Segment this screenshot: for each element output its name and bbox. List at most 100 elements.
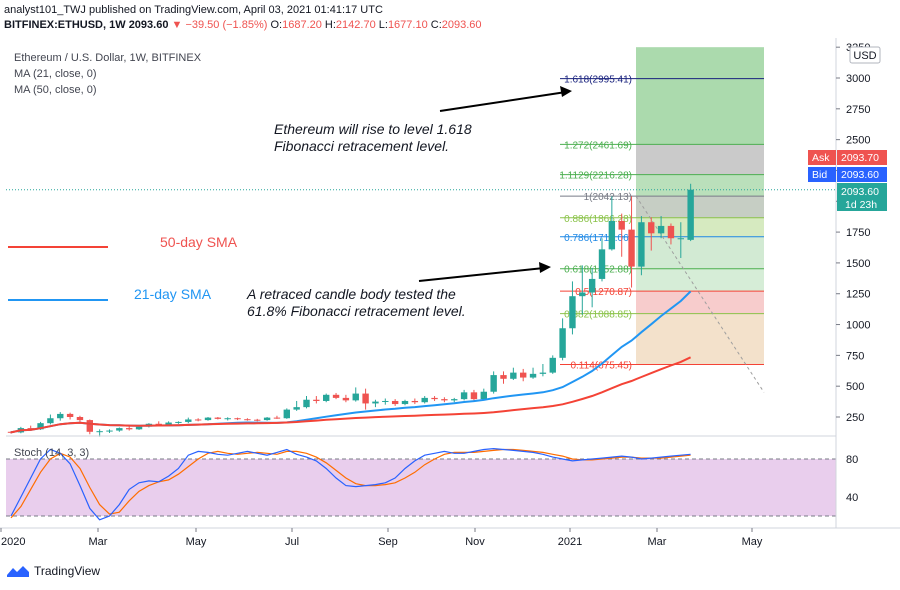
fib-level-label: 0.114(675.45) (570, 361, 632, 372)
tradingview-brand-label: TradingView (34, 564, 101, 578)
candle-body (323, 394, 330, 401)
candle-body (106, 430, 113, 432)
candle-body (86, 420, 93, 432)
candle-body (500, 375, 507, 379)
candle (510, 367, 517, 381)
candle-body (559, 328, 566, 358)
price-tick-label: 1500 (846, 258, 870, 270)
low-value: 1677.10 (387, 19, 428, 31)
symbol-label: BITFINEX:ETHUSD, 1W (4, 19, 126, 31)
last-price-tag-value: 2093.60 (841, 186, 879, 198)
candle (559, 318, 566, 361)
candle (579, 265, 586, 315)
price-change: ▼ −39.50 (−1.85%) (171, 19, 268, 31)
candle-body (135, 426, 143, 430)
candle (667, 223, 675, 245)
fib-band (636, 217, 764, 237)
candle (687, 183, 694, 242)
candle (106, 429, 113, 434)
fib-band (636, 291, 764, 314)
open-value: 1687.20 (282, 19, 322, 31)
annotation-mid-line2: 61.8% Fibonacci retracement level. (247, 303, 466, 319)
currency-label: USD (853, 50, 876, 62)
candle-body (579, 292, 586, 297)
candle (76, 415, 84, 422)
candle (362, 388, 369, 410)
candle (263, 417, 271, 421)
stoch-scale-upper: 80 (846, 454, 858, 466)
candle (116, 427, 123, 432)
candle-body (401, 400, 409, 405)
high-value: 2142.70 (335, 19, 376, 31)
candle-body (539, 372, 547, 374)
candle-body (382, 400, 389, 402)
last-price-tag-bg (837, 183, 887, 211)
candle (441, 397, 448, 403)
candle (500, 371, 507, 384)
price-tick-label: 250 (846, 412, 864, 424)
ask-tag-bg (837, 150, 887, 165)
candle-body (520, 372, 527, 378)
annotation-top-line2: Fibonacci retracement level. (274, 138, 449, 154)
stoch-scale-lower: 40 (846, 492, 858, 504)
candle-body (244, 419, 251, 421)
time-tick-label: Sep (378, 536, 398, 548)
time-tick-label: Mar (89, 536, 108, 548)
price-tick-label: 1250 (846, 289, 870, 301)
candle-body (667, 225, 675, 239)
candle-body (618, 220, 625, 230)
candle-body (470, 392, 478, 400)
candle (411, 398, 419, 405)
stoch-band (6, 459, 836, 516)
candle-body (549, 357, 556, 373)
time-tick-label: Mar (648, 536, 667, 548)
candle-body (451, 399, 458, 401)
fib-band (636, 236, 764, 269)
candle-body (96, 431, 103, 433)
candle-body (657, 225, 665, 234)
candle (391, 399, 399, 406)
candle-body (165, 422, 172, 426)
candle (598, 238, 606, 282)
price-tick-label: 3000 (846, 73, 870, 85)
bid-tag-label: Bid (812, 169, 827, 181)
candle (293, 400, 300, 411)
fib-band (636, 47, 764, 145)
candle (401, 399, 409, 406)
candle-body (76, 417, 84, 421)
candle-body (263, 417, 271, 421)
price-tick-label: 1750 (846, 227, 870, 239)
candle (66, 412, 74, 420)
tradingview-brand[interactable]: TradingView (6, 564, 100, 578)
sma21-annotation: 21-day SMA (134, 286, 212, 302)
chart-legend-title: Ethereum / U.S. Dollar, 1W, BITFINEX (14, 52, 202, 64)
candle-body (421, 397, 428, 403)
candle-body (480, 391, 487, 400)
candle-body (293, 407, 300, 410)
annotation-top-line1: Ethereum will rise to level 1.618 (274, 121, 472, 137)
candle (204, 417, 212, 421)
candle-body (342, 397, 350, 401)
candle (273, 415, 281, 419)
candle (175, 421, 182, 424)
ma50-legend[interactable]: MA (50, close, 0) (14, 84, 97, 96)
time-tick-label: Jul (285, 536, 299, 548)
candle (254, 418, 261, 422)
candle (490, 371, 497, 394)
close-label: C: (430, 19, 442, 31)
bid-tag-label-bg (808, 167, 836, 182)
candle-body (37, 423, 44, 430)
candle-body (185, 419, 192, 422)
tradingview-logo-icon (7, 566, 29, 577)
candle-body (460, 392, 468, 400)
time-tick-label: May (742, 536, 763, 548)
fib-level-label: 1.618(2995.41) (564, 75, 632, 86)
fib-level-label: 1(2042.13) (584, 192, 632, 203)
candle-body (687, 189, 694, 240)
candle (520, 368, 527, 382)
ma21-legend[interactable]: MA (21, close, 0) (14, 68, 97, 80)
price-tick-label: 2750 (846, 104, 870, 116)
candle-body (431, 397, 438, 400)
